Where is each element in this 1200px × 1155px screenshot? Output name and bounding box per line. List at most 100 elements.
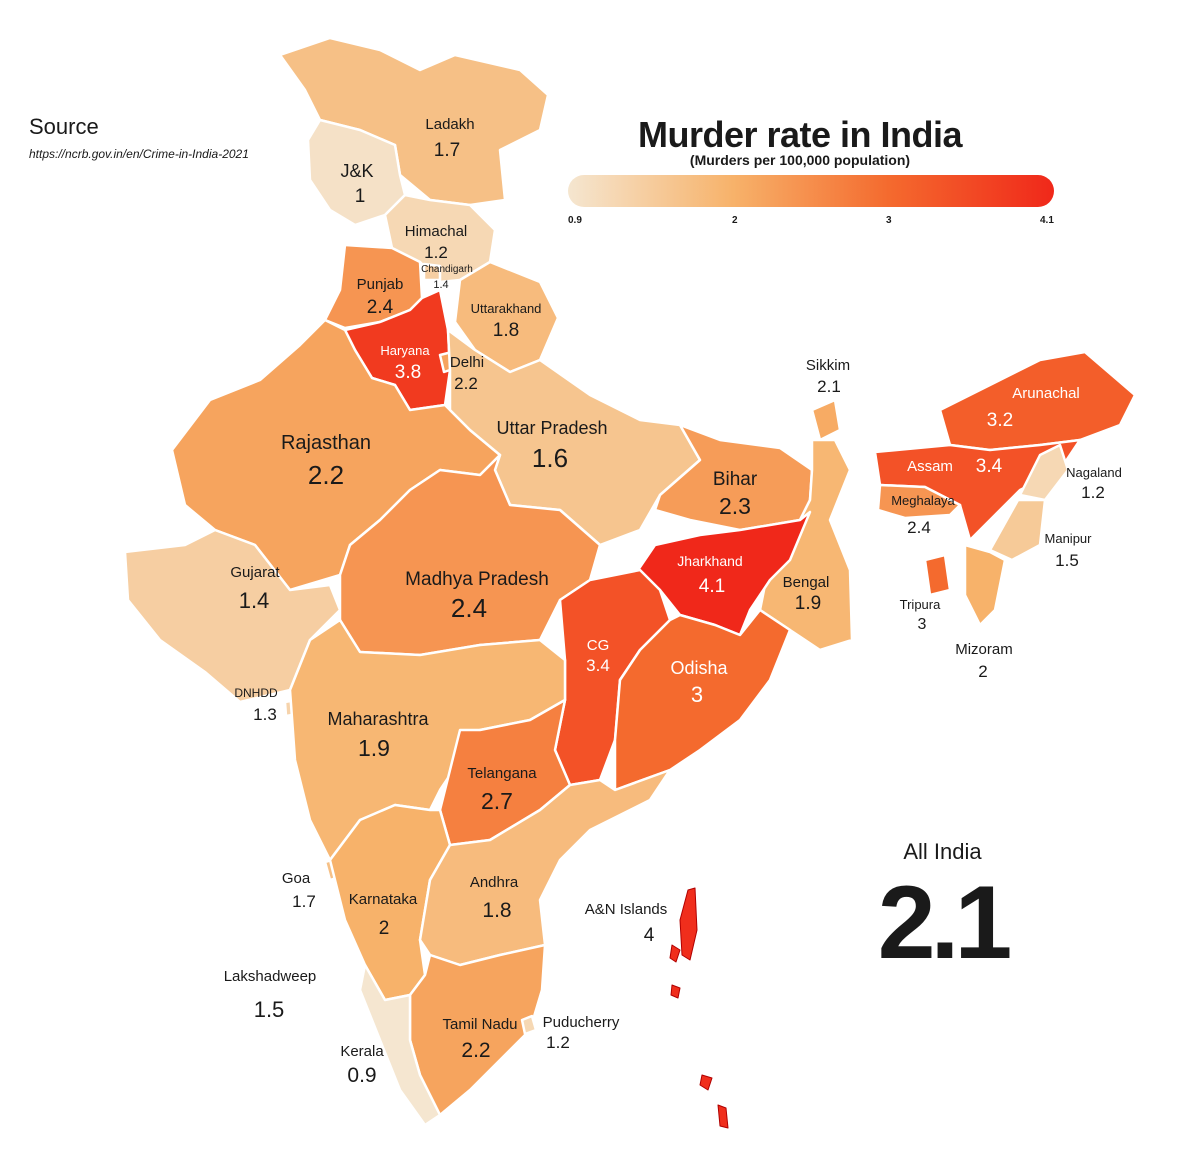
legend-color-scale [568, 175, 1054, 207]
region-jharkhand [636, 510, 812, 637]
region-nagaland [1018, 443, 1070, 502]
region-an-islands-1 [679, 887, 698, 961]
region-meghalaya [876, 483, 962, 520]
state-shapes [123, 36, 1137, 1129]
label-kerala-rate: 0.9 [347, 1064, 376, 1087]
legend-tick: 2 [732, 215, 738, 226]
label-ladakh-rate: 1.7 [434, 140, 460, 161]
label-puducherry-name: Puducherry [543, 1014, 620, 1031]
label-puducherry-rate: 1.2 [546, 1033, 570, 1052]
label-meghalaya-name: Meghalaya [891, 493, 955, 508]
label-telangana-name: Telangana [467, 765, 537, 782]
label-andhra-rate: 1.8 [482, 899, 511, 922]
region-labels: Ladakh 1.7 J&K 1 Himachal 1.2 Chandigarh… [224, 116, 1122, 1087]
label-arunachal-name: Arunachal [1012, 385, 1080, 402]
label-madhya-pradesh-name: Madhya Pradesh [405, 569, 549, 590]
label-meghalaya-rate: 2.4 [907, 518, 931, 537]
region-sikkim [810, 398, 842, 442]
label-punjab-name: Punjab [357, 276, 404, 293]
label-jk-name: J&K [340, 161, 373, 181]
label-dnhdd-rate: 1.3 [253, 705, 277, 724]
label-tripura-rate: 3 [918, 616, 927, 633]
label-punjab-rate: 2.4 [367, 297, 394, 318]
label-kerala-name: Kerala [340, 1043, 384, 1060]
label-madhya-pradesh-rate: 2.4 [451, 593, 487, 623]
label-bengal-rate: 1.9 [795, 593, 821, 614]
label-haryana-name: Haryana [380, 343, 430, 358]
region-uttar-pradesh [446, 328, 702, 547]
label-delhi-rate: 2.2 [454, 374, 478, 393]
label-lakshadweep-rate: 1.5 [254, 997, 285, 1022]
map-subtitle: (Murders per 100,000 population) [689, 152, 911, 168]
label-uttar-pradesh-rate: 1.6 [532, 443, 568, 473]
region-puducherry [520, 1014, 538, 1036]
label-chandigarh-rate: 1.4 [433, 279, 448, 291]
region-tripura [923, 553, 952, 597]
label-bihar-name: Bihar [713, 469, 758, 490]
region-an-islands-4 [699, 1074, 713, 1091]
label-maharashtra-name: Maharashtra [327, 709, 429, 729]
label-himachal-name: Himachal [405, 223, 468, 240]
label-goa-name: Goa [282, 870, 311, 887]
region-an-islands-5 [717, 1104, 729, 1129]
label-chhattisgarh-name: CG [587, 637, 610, 654]
label-bihar-rate: 2.3 [719, 493, 751, 519]
region-gujarat [123, 528, 342, 704]
label-mizoram-name: Mizoram [955, 641, 1013, 658]
label-uttarakhand-name: Uttarakhand [471, 301, 542, 316]
label-uttarakhand-rate: 1.8 [493, 320, 519, 341]
label-assam-name: Assam [907, 458, 953, 475]
label-andhra-name: Andhra [470, 874, 519, 891]
source-url: https://ncrb.gov.in/en/Crime-in-India-20… [29, 147, 249, 161]
label-sikkim-name: Sikkim [806, 357, 850, 374]
region-an-islands-3 [670, 984, 681, 999]
label-an-islands-rate: 4 [644, 925, 655, 946]
region-mizoram [963, 543, 1007, 627]
region-bengal [758, 438, 854, 652]
label-mizoram-rate: 2 [978, 662, 987, 681]
label-manipur-rate: 1.5 [1055, 551, 1079, 570]
region-andhra [418, 768, 672, 967]
region-kerala [358, 963, 442, 1127]
label-ladakh-name: Ladakh [425, 116, 474, 133]
legend-tick: 0.9 [568, 215, 582, 226]
region-manipur [988, 498, 1047, 562]
label-rajasthan-rate: 2.2 [308, 460, 344, 490]
label-tamil-nadu-rate: 2.2 [461, 1039, 490, 1062]
label-gujarat-rate: 1.4 [239, 588, 270, 613]
label-lakshadweep-name: Lakshadweep [224, 968, 317, 985]
label-goa-rate: 1.7 [292, 892, 316, 911]
all-india-value: 2.1 [877, 865, 1013, 981]
label-karnataka-name: Karnataka [349, 891, 418, 908]
label-haryana-rate: 3.8 [395, 362, 421, 383]
label-tripura-name: Tripura [900, 597, 941, 612]
region-odisha [613, 608, 792, 792]
label-telangana-rate: 2.7 [481, 788, 513, 814]
label-jk-rate: 1 [355, 186, 366, 207]
label-sikkim-rate: 2.1 [817, 377, 841, 396]
label-rajasthan-name: Rajasthan [281, 432, 371, 454]
legend-tick: 3 [886, 215, 892, 226]
label-chhattisgarh-rate: 3.4 [586, 656, 610, 675]
label-karnataka-rate: 2 [379, 918, 390, 939]
label-odisha-rate: 3 [691, 682, 703, 707]
label-jharkhand-name: Jharkhand [677, 553, 742, 569]
label-nagaland-name: Nagaland [1066, 465, 1122, 480]
source-label: Source [29, 114, 99, 139]
label-manipur-name: Manipur [1045, 531, 1093, 546]
label-gujarat-name: Gujarat [230, 564, 280, 581]
map-title: Murder rate in India [637, 114, 963, 155]
label-an-islands-name: A&N Islands [585, 901, 668, 918]
label-nagaland-rate: 1.2 [1081, 483, 1105, 502]
label-delhi-name: Delhi [450, 354, 484, 371]
region-an-islands-2 [669, 944, 681, 963]
label-assam-rate: 3.4 [976, 456, 1003, 477]
label-chandigarh-name: Chandigarh [421, 264, 473, 275]
label-himachal-rate: 1.2 [424, 243, 448, 262]
label-arunachal-rate: 3.2 [987, 410, 1013, 431]
all-india-label: All India [903, 839, 982, 864]
region-chandigarh [422, 262, 442, 282]
label-dnhdd-name: DNHDD [234, 686, 278, 700]
label-odisha-name: Odisha [670, 658, 728, 678]
